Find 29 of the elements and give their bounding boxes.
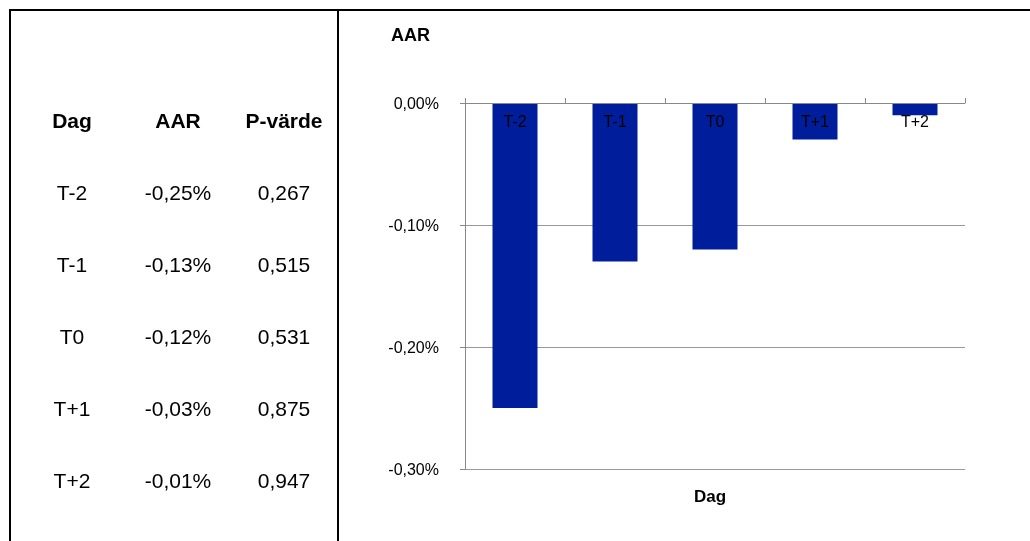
data-label: 0,531 — [256, 324, 312, 350]
text: -0,03% — [144, 397, 212, 420]
text: P-värde — [244, 108, 324, 134]
x-tick-label: T+1 — [800, 112, 830, 130]
data-label: 0,267 — [256, 180, 312, 206]
x-tick-label: T-2 — [503, 112, 527, 130]
x-tick-label: T-1 — [603, 112, 627, 130]
text: -0,12% — [144, 325, 212, 348]
y-tick-label: -0,20% — [388, 338, 439, 356]
data-label: 0,515 — [256, 252, 312, 278]
x-tick-label: T0 — [705, 112, 725, 130]
category-label: T+2 — [52, 468, 92, 494]
category-label: T0 — [58, 324, 86, 350]
x-axis-title: Dag — [694, 487, 727, 506]
category-label: T+1 — [52, 396, 92, 422]
y-tick-label: -0,30% — [388, 460, 439, 478]
data-label: 0,875 — [256, 396, 312, 422]
y-tick-label: 0,00% — [393, 94, 439, 112]
x-tick-label: T+2 — [900, 112, 930, 130]
text: -0,25% — [144, 181, 212, 204]
text: Dag — [51, 108, 93, 134]
chart-title: AAR — [155, 109, 201, 132]
y-tick-label: -0,10% — [388, 216, 439, 234]
text: -0,13% — [144, 253, 212, 276]
data-label: 0,947 — [256, 468, 312, 494]
text: -0,01% — [144, 469, 212, 492]
category-label: T-1 — [55, 252, 89, 278]
category-label: T-2 — [55, 180, 89, 206]
chart-title: AAR — [391, 25, 430, 45]
